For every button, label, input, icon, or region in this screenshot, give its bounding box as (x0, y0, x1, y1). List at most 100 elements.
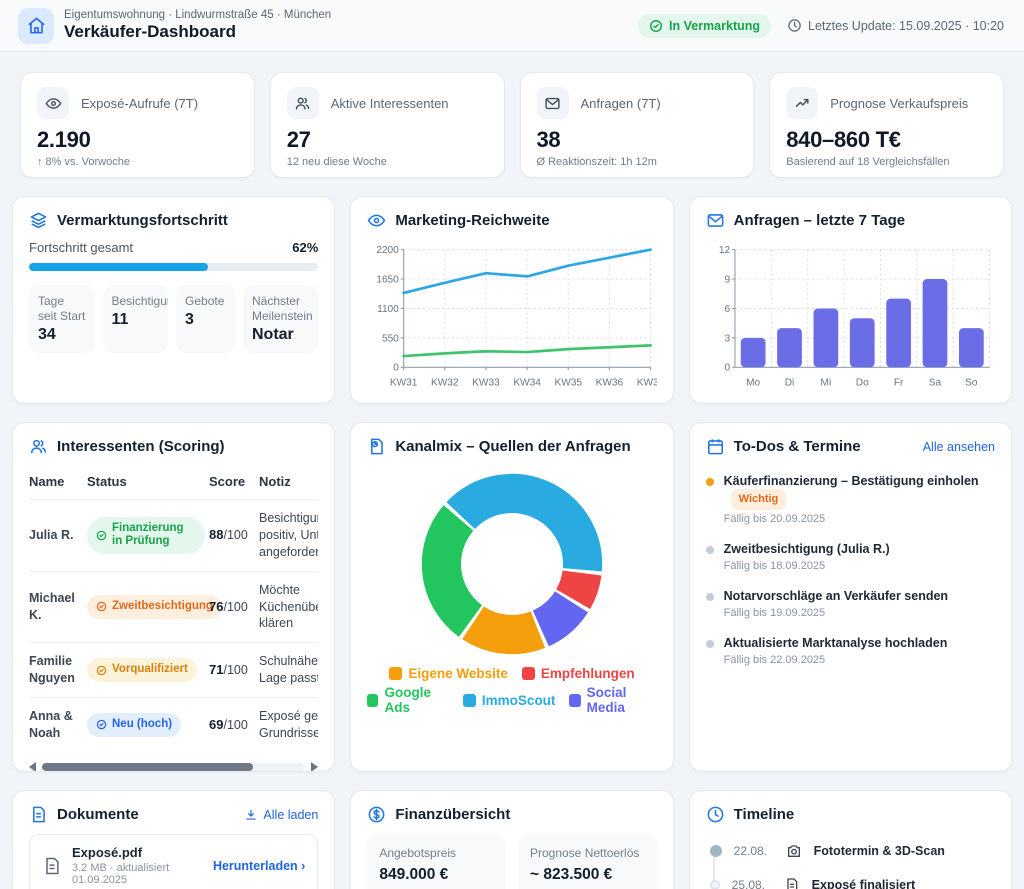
kpi-label: Prognose Verkaufspreis (830, 95, 969, 111)
table-row[interactable]: Julia R. Finanzierung in Prüfung 88/100 … (29, 499, 319, 572)
svg-text:2200: 2200 (377, 245, 400, 256)
legend-item: Eigene Website (389, 666, 508, 681)
document-icon (784, 877, 800, 889)
timeline-item: 25.08. Exposé finalisiert (709, 868, 995, 889)
legend-item: Google Ads (367, 685, 449, 715)
prospects-card: Interessenten (Scoring) Name Status Scor… (12, 422, 336, 772)
svg-text:KW35: KW35 (555, 378, 583, 389)
timeline-card: Timeline 22.08. Fototermin & 3D-Scan 25.… (688, 790, 1012, 889)
svg-text:KW33: KW33 (473, 378, 501, 389)
wichtig-badge: Wichtig (730, 489, 787, 510)
timeline-line (712, 846, 715, 889)
camera-icon (786, 843, 802, 859)
priority-dot (705, 545, 714, 554)
svg-text:12: 12 (719, 245, 731, 256)
svg-text:Fr: Fr (893, 378, 903, 389)
document-row[interactable]: Exposé.pdf 3.2 MB · aktualisiert 01.09.2… (29, 834, 319, 889)
progress-card: Vermarktungsfortschritt Fortschritt gesa… (12, 196, 336, 404)
priority-dot (705, 640, 714, 649)
progress-label: Fortschritt gesamt (29, 240, 134, 255)
clock-icon (706, 805, 725, 824)
progress-percent: 62% (292, 240, 319, 255)
home-icon (18, 7, 54, 44)
download-icon (246, 809, 257, 820)
due-date: Fällig bis 20.09.2025 (723, 512, 826, 525)
users-icon (286, 87, 319, 119)
kpi-card-anfragen: Anfragen (7T) 38 Ø Reaktionszeit: 1h 12m (519, 72, 755, 178)
svg-text:3: 3 (724, 333, 730, 344)
svg-text:KW32: KW32 (431, 378, 459, 389)
kpi-label: Anfragen (7T) (580, 95, 661, 111)
calendar-icon (706, 437, 725, 456)
svg-text:KW37: KW37 (637, 378, 657, 389)
timeline-dot (709, 845, 722, 857)
donut-legend: Eigene Website Empfehlungen Google Ads Immo… (367, 666, 656, 715)
kpi-subtext: ↑ 8% vs. Vorwoche (37, 156, 130, 168)
kpi-subtext: 12 neu diese Woche (286, 156, 387, 168)
document-icon (29, 805, 48, 824)
kpi-card-expose-aufrufe: Exposé-Aufrufe (7T) 2.190 ↑ 8% vs. Vorwo… (20, 72, 255, 178)
table-row[interactable]: Familie Nguyen Vorqualifiziert 71/100 Sc… (29, 642, 319, 698)
todo-item[interactable]: Käuferfinanzierung – Bestätigung einhole… (705, 466, 995, 534)
card-title: Anfragen – letzte 7 Tage (733, 212, 906, 229)
eye-icon (367, 211, 386, 230)
status-badge: Vorqualifiziert (87, 658, 197, 683)
kpi-card-prognose-verkaufspreis: Prognose Verkaufspreis 840–860 T€ Basier… (769, 72, 1004, 178)
trend-up-icon (786, 87, 819, 119)
card-title: Timeline (733, 806, 795, 823)
kpi-label: Aktive Interessenten (330, 95, 449, 111)
finance-box-nettoerloes: Prognose Nettoerlös ~ 823.500 € (517, 834, 657, 889)
table-scrollbar[interactable] (29, 761, 319, 771)
status-badge: Finanzierung in Prüfung (87, 516, 205, 555)
breadcrumb: Eigentumswohnung · Lindwurmstraße 45 · M… (64, 9, 332, 21)
todo-item[interactable]: Notarvorschläge an Verkäufer senden Fäll… (705, 581, 995, 628)
table-row[interactable]: Anna & Noah Neu (hoch) 69/100 Exposé gel… (29, 696, 319, 752)
table-row[interactable]: Michael K. Zweitbesichtigung 76/100 Möch… (29, 570, 319, 643)
col-header-score: Score (209, 474, 246, 489)
file-icon (42, 856, 62, 876)
svg-text:So: So (965, 378, 978, 389)
svg-text:0: 0 (724, 363, 730, 374)
pie-document-icon (367, 437, 386, 456)
todo-item[interactable]: Zweitbesichtigung (Julia R.) Fällig bis … (705, 534, 995, 581)
kpi-value: 840–860 T€ (786, 127, 901, 152)
download-all-link[interactable]: Alle laden (244, 808, 318, 822)
app-header: Eigentumswohnung · Lindwurmstraße 45 · M… (0, 0, 1024, 52)
download-button[interactable]: Herunterladen › (212, 858, 306, 873)
priority-dot (705, 478, 714, 486)
scroll-left-icon[interactable] (29, 761, 36, 771)
channel-mix-card: Kanalmix – Quellen der Anfragen Eigene W… (350, 422, 674, 772)
stat-tage-seit-start: Tage seit Start 34 (29, 285, 95, 353)
svg-text:0: 0 (394, 363, 400, 374)
card-title: Marketing-Reichweite (395, 212, 550, 229)
page-title: Verkäufer-Dashboard (64, 22, 236, 41)
mail-icon (706, 211, 725, 230)
svg-text:Sa: Sa (928, 378, 941, 389)
mail-icon (536, 87, 569, 119)
kpi-subtext: Ø Reaktionszeit: 1h 12m (536, 156, 657, 168)
todo-item[interactable]: Aktualisierte Marktanalyse hochladen Fäl… (705, 628, 995, 675)
due-date: Fällig bis 19.09.2025 (723, 607, 826, 620)
finance-box-angebotspreis: Angebotspreis 849.000 € (367, 834, 506, 889)
scoring-table-viewport: Name Status Score Notiz Julia R. Finanzi… (29, 466, 319, 752)
users-icon (29, 437, 48, 456)
card-title: Interessenten (Scoring) (57, 438, 225, 455)
svg-text:550: 550 (382, 333, 399, 344)
marketing-reach-line-chart: 0 550 1100 1650 2200 KW31 KW32 KW33 KW34 KW35 KW36… (367, 240, 657, 392)
scrollbar-thumb[interactable] (42, 762, 253, 771)
svg-text:KW36: KW36 (596, 378, 624, 389)
card-title: Finanzübersicht (395, 806, 511, 823)
svg-text:Di: Di (784, 378, 794, 389)
scroll-right-icon[interactable] (311, 761, 319, 771)
finance-card: Finanzübersicht Angebotspreis 849.000 € … (350, 790, 674, 889)
card-title: To-Dos & Termine (733, 438, 861, 455)
card-title: Dokumente (57, 806, 139, 823)
legend-item: ImmoScout (462, 685, 555, 715)
kpi-value: 27 (286, 127, 311, 152)
documents-card: Dokumente Alle laden Exposé.pdf 3.2 MB ·… (12, 790, 336, 889)
kpi-subtext: Basierend auf 18 Vergleichsfällen (786, 156, 950, 168)
view-all-link[interactable]: Alle ansehen (922, 439, 995, 454)
last-update: Letztes Update: 15.09.2025 · 10:20 (787, 18, 1004, 33)
card-title: Kanalmix – Quellen der Anfragen (395, 438, 631, 455)
svg-text:KW31: KW31 (390, 378, 418, 389)
